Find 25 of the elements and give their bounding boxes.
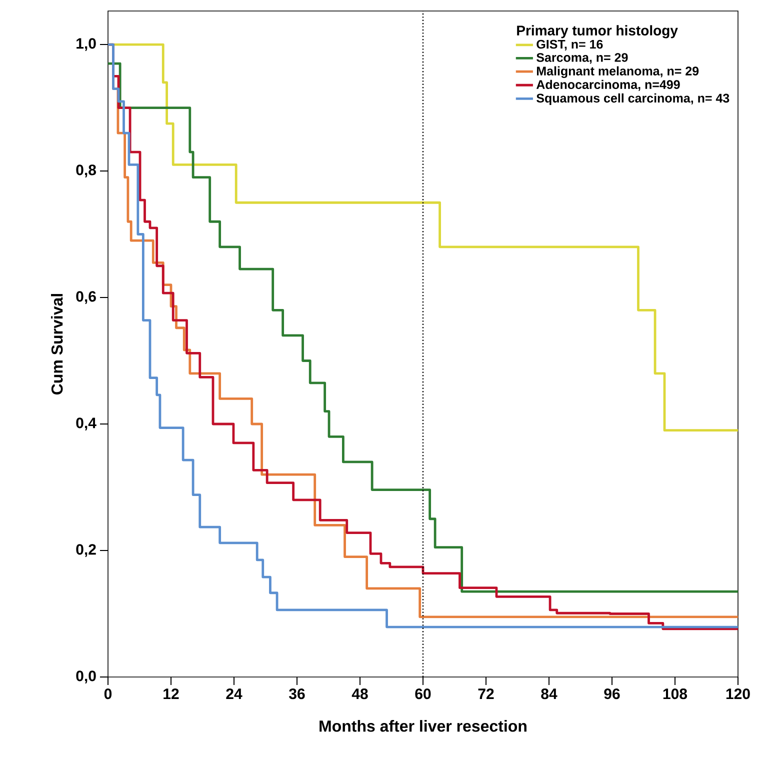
y-tick-label: 0,0 bbox=[76, 670, 96, 684]
y-tick-label: 0,2 bbox=[76, 544, 96, 557]
legend-label: Malignant melanoma, n= 29 bbox=[536, 66, 699, 78]
y-tick-label: 1,0 bbox=[76, 38, 96, 51]
x-axis-title: Months after liver resection bbox=[320, 720, 526, 732]
y-tick-label: 0,4 bbox=[76, 418, 96, 430]
x-tick-label: 0 bbox=[104, 688, 112, 700]
y-tick-label: 0,6 bbox=[76, 291, 96, 304]
x-tick-label: 12 bbox=[164, 688, 179, 699]
legend-title: Primary tumor histology bbox=[517, 25, 678, 38]
x-tick-label: 48 bbox=[352, 688, 368, 700]
x-tick-label: 108 bbox=[663, 688, 688, 700]
legend-label: Squamous cell carcinoma, n= 43 bbox=[536, 93, 730, 106]
x-tick-label: 84 bbox=[541, 688, 558, 700]
x-tick-label: 96 bbox=[604, 688, 620, 700]
legend-label: Adenocarcinoma, n=499 bbox=[536, 80, 680, 91]
x-tick-label: 120 bbox=[726, 688, 750, 700]
y-tick-label: 0,8 bbox=[76, 164, 96, 178]
x-tick-label: 24 bbox=[226, 688, 242, 699]
x-tick-label: 72 bbox=[478, 688, 494, 699]
legend-label: Sarcoma, n= 29 bbox=[536, 53, 628, 64]
y-axis-title: Cum Survival bbox=[51, 294, 63, 394]
legend-label: GIST, n= 16 bbox=[536, 40, 603, 50]
x-tick-label: 60 bbox=[415, 688, 431, 700]
x-tick-label: 36 bbox=[289, 688, 305, 700]
